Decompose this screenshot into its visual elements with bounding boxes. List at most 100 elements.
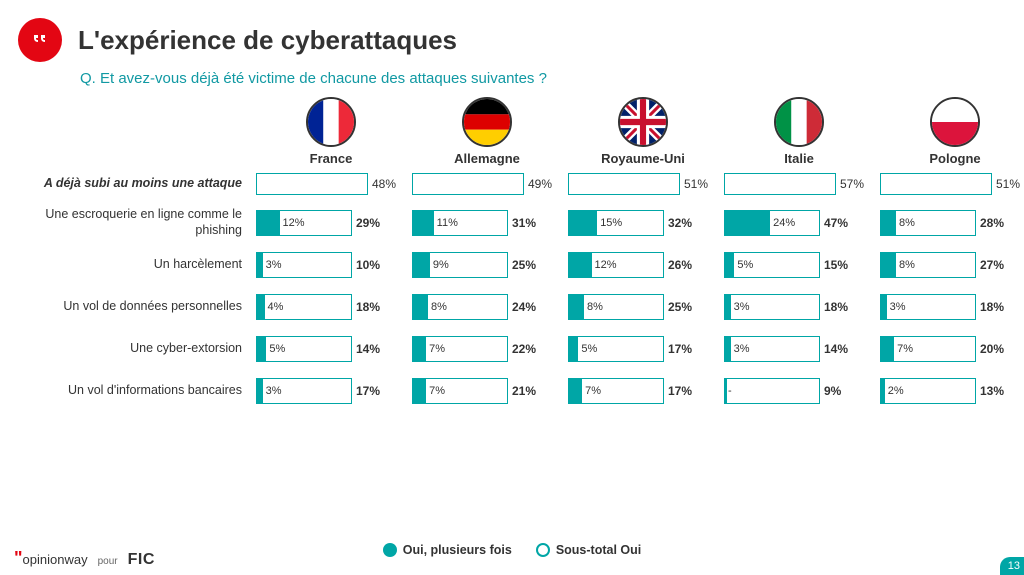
bar-multi-label: 5% bbox=[266, 337, 285, 361]
bar-multi-label: 7% bbox=[426, 379, 445, 403]
row-label: Un vol de données personnelles bbox=[20, 286, 250, 328]
bar-fill bbox=[257, 211, 280, 235]
bar-multi-label: 3% bbox=[263, 379, 282, 403]
bar-total-label: 14% bbox=[356, 342, 380, 356]
bar-total-label: 17% bbox=[668, 384, 692, 398]
bar-cell: 24% 47% bbox=[724, 202, 874, 244]
country-head-fr: France bbox=[256, 97, 406, 166]
bar-fill bbox=[569, 253, 592, 277]
bar-total-label: 21% bbox=[512, 384, 536, 398]
page-title: L'expérience de cyberattaques bbox=[78, 25, 457, 56]
bar-multi-label: 4% bbox=[265, 295, 284, 319]
bar-multi-label: 3% bbox=[731, 337, 750, 361]
bar-multi-label: 5% bbox=[734, 253, 753, 277]
bar-total-label: 26% bbox=[668, 258, 692, 272]
bar-multi-label: 8% bbox=[584, 295, 603, 319]
footer-brand: opinionway bbox=[23, 552, 88, 567]
bar-container: 7% bbox=[568, 378, 664, 404]
overall-box bbox=[724, 173, 836, 195]
bar-container: 8% bbox=[568, 294, 664, 320]
bar-total-label: 32% bbox=[668, 216, 692, 230]
bar-total-label: 25% bbox=[668, 300, 692, 314]
bar-total-label: 20% bbox=[980, 342, 1004, 356]
bar-cell: 5% 14% bbox=[256, 328, 406, 370]
country-head-it: Italie bbox=[724, 97, 874, 166]
overall-label: A déjà subi au moins une attaque bbox=[20, 166, 250, 202]
overall-cell: 49% bbox=[412, 166, 562, 202]
bar-cell: 3% 17% bbox=[256, 370, 406, 412]
bar-cell: 12% 29% bbox=[256, 202, 406, 244]
page-number: 13 bbox=[1000, 557, 1024, 575]
bar-cell: 5% 17% bbox=[568, 328, 718, 370]
bar-cell: 2% 13% bbox=[880, 370, 1024, 412]
footer: "opinionway pour FIC bbox=[14, 548, 155, 569]
overall-value: 49% bbox=[528, 177, 552, 191]
bar-multi-label: 3% bbox=[887, 295, 906, 319]
bar-total-label: 13% bbox=[980, 384, 1004, 398]
bar-fill bbox=[413, 211, 434, 235]
bar-fill bbox=[569, 295, 584, 319]
bar-multi-label: 5% bbox=[578, 337, 597, 361]
bar-cell: 7% 17% bbox=[568, 370, 718, 412]
bar-total-label: 18% bbox=[356, 300, 380, 314]
overall-box bbox=[568, 173, 680, 195]
bar-cell: 7% 21% bbox=[412, 370, 562, 412]
bar-container: 12% bbox=[256, 210, 352, 236]
question-text: Q. Et avez-vous déjà été victime de chac… bbox=[0, 68, 1024, 97]
bar-fill bbox=[413, 253, 430, 277]
bar-container: 7% bbox=[412, 336, 508, 362]
bar-container: 8% bbox=[880, 252, 976, 278]
bar-cell: 4% 18% bbox=[256, 286, 406, 328]
bar-multi-label: 24% bbox=[770, 211, 795, 235]
bar-total-label: 28% bbox=[980, 216, 1004, 230]
bar-container: 3% bbox=[880, 294, 976, 320]
bar-container: 5% bbox=[568, 336, 664, 362]
bar-total-label: 24% bbox=[512, 300, 536, 314]
bar-fill bbox=[725, 253, 734, 277]
overall-box bbox=[256, 173, 368, 195]
overall-box bbox=[880, 173, 992, 195]
bar-multi-label: 8% bbox=[428, 295, 447, 319]
country-name: Royaume-Uni bbox=[568, 151, 718, 166]
bar-multi-label: 7% bbox=[426, 337, 445, 361]
bar-cell: 5% 15% bbox=[724, 244, 874, 286]
bar-fill bbox=[569, 379, 582, 403]
bar-container: 11% bbox=[412, 210, 508, 236]
bar-cell: 11% 31% bbox=[412, 202, 562, 244]
bar-fill bbox=[881, 337, 894, 361]
legend-total-label: Sous-total Oui bbox=[556, 543, 641, 557]
bar-container: 5% bbox=[256, 336, 352, 362]
legend-multi: Oui, plusieurs fois bbox=[383, 543, 512, 557]
bar-multi-label: 7% bbox=[582, 379, 601, 403]
bar-multi-label: 15% bbox=[597, 211, 622, 235]
bar-multi-label: 3% bbox=[263, 253, 282, 277]
bar-fill bbox=[413, 379, 426, 403]
bar-total-label: 9% bbox=[824, 384, 841, 398]
bar-cell: 7% 20% bbox=[880, 328, 1024, 370]
overall-value: 57% bbox=[840, 177, 864, 191]
bar-container: 3% bbox=[724, 294, 820, 320]
bar-total-label: 29% bbox=[356, 216, 380, 230]
row-label: Un vol d'informations bancaires bbox=[20, 370, 250, 412]
legend-swatch-fill bbox=[383, 543, 397, 557]
bar-fill bbox=[413, 295, 428, 319]
bar-container: 8% bbox=[412, 294, 508, 320]
bar-container: 9% bbox=[412, 252, 508, 278]
bar-container: 7% bbox=[880, 336, 976, 362]
bar-fill bbox=[569, 337, 578, 361]
bar-total-label: 14% bbox=[824, 342, 848, 356]
bar-fill bbox=[257, 295, 265, 319]
bar-container: - bbox=[724, 378, 820, 404]
bar-fill bbox=[881, 253, 896, 277]
bar-cell: 7% 22% bbox=[412, 328, 562, 370]
bar-container: 3% bbox=[256, 378, 352, 404]
bar-total-label: 18% bbox=[824, 300, 848, 314]
bar-fill bbox=[725, 211, 770, 235]
bar-container: 5% bbox=[724, 252, 820, 278]
bar-cell: 9% 25% bbox=[412, 244, 562, 286]
bar-fill bbox=[569, 211, 597, 235]
bar-container: 24% bbox=[724, 210, 820, 236]
overall-cell: 48% bbox=[256, 166, 406, 202]
legend-multi-label: Oui, plusieurs fois bbox=[403, 543, 512, 557]
bar-total-label: 25% bbox=[512, 258, 536, 272]
